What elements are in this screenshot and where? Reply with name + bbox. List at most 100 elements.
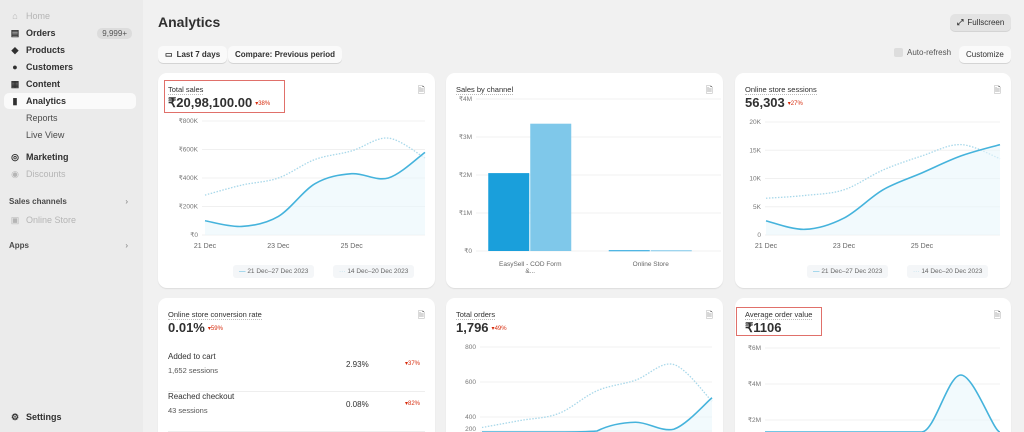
series-line-current [765, 374, 1001, 432]
export-icon[interactable]: 🗎 [993, 85, 1001, 95]
customize-button[interactable]: Customize [959, 46, 1011, 63]
y-tick-label: 800 [465, 344, 476, 351]
y-tick-label: 15K [749, 147, 761, 154]
orders-count-badge: 9,999+ [97, 27, 132, 39]
export-icon[interactable]: 🗎 [993, 310, 1001, 320]
conversion-card: Online store conversion rate 0.01% ▾59% 🗎… [158, 298, 435, 432]
x-tick-label: 25 Dec [911, 243, 934, 250]
sidebar-item-content[interactable]: ▦ Content [10, 78, 60, 90]
bar [650, 250, 692, 252]
sales-channels-header[interactable]: Sales channels › [9, 197, 128, 206]
image-icon: ▦ [10, 78, 20, 89]
sales-by-channel-card: Sales by channel 🗎 ₹0 ₹1M ₹2M ₹3M ₹4M EasySel… [446, 73, 723, 288]
y-tick-label: ₹4M [459, 95, 472, 103]
y-tick-label: ₹800K [179, 117, 199, 125]
x-tick-label: EasySell - COD Form [499, 261, 561, 268]
y-tick-label: 200 [465, 426, 476, 432]
sidebar-item-home[interactable]: ⌂ Home [4, 8, 136, 24]
y-tick-label: 400 [465, 414, 476, 421]
compare-button[interactable]: Compare: Previous period [228, 46, 343, 63]
export-icon[interactable]: 🗎 [705, 310, 713, 320]
y-tick-label: 0 [757, 232, 761, 239]
delta-down: ▾27% [787, 101, 803, 108]
x-tick-label: 23 Dec [267, 243, 290, 250]
legend-previous: ··· 14 Dec–20 Dec 2023 [333, 265, 415, 278]
area-fill [765, 375, 1000, 432]
delta-down: ▾49% [491, 326, 507, 333]
total-sales-card: Total sales ₹20,98,100.00 ▾38% 🗎 ₹0 ₹200K ₹… [158, 73, 435, 288]
series-line-previous [765, 143, 1001, 199]
x-tick-label: 21 Dec [755, 243, 778, 250]
sidebar-item-products[interactable]: ◆ Products [11, 44, 66, 56]
highlight-box [736, 307, 822, 336]
x-tick-label: 25 Dec [341, 243, 364, 250]
sidebar-item-discounts[interactable]: ◉ Discounts [11, 168, 66, 180]
x-tick-label: 21 Dec [194, 243, 217, 250]
y-tick-label: ₹1M [459, 209, 472, 217]
y-tick-label: ₹3M [459, 133, 472, 141]
y-tick-label: 5K [753, 204, 762, 211]
y-tick-label: ₹4M [748, 380, 761, 388]
target-icon: ◎ [11, 151, 19, 162]
calendar-icon: ▭ [165, 50, 173, 59]
home-icon: ⌂ [12, 11, 18, 21]
store-icon: ▣ [10, 214, 20, 225]
page-title: Analytics [158, 14, 221, 30]
bar [488, 173, 530, 251]
sidebar-item-analytics[interactable]: ▮ Analytics [4, 93, 136, 109]
chevron-right-icon: › [125, 197, 128, 206]
sidebar-item-online-store[interactable]: ▣ Online Store [10, 214, 77, 226]
legend-current: — 21 Dec–27 Dec 2023 [807, 265, 889, 278]
total-orders-chart: 200 400 600 800 [465, 344, 713, 432]
area-fill [482, 397, 712, 432]
sessions-chart: 0 5K 10K 15K 20K 21 Dec 23 Dec 25 Dec [749, 119, 1001, 250]
sidebar-item-live-view[interactable]: Live View [26, 130, 65, 140]
series-line-previous [481, 363, 713, 429]
sidebar-item-orders[interactable]: ▤ Orders 9,999+ [4, 25, 136, 41]
export-icon[interactable]: 🗎 [417, 85, 425, 95]
gear-icon: ⚙ [10, 411, 20, 422]
bar [530, 123, 572, 251]
apps-header[interactable]: Apps › [9, 241, 128, 250]
y-tick-label: 10K [749, 176, 761, 183]
highlight-box [164, 80, 285, 113]
funnel-row: Reached checkout 43 sessions 0.08% ▾82% [168, 392, 425, 432]
bar [608, 250, 650, 252]
aov-card: Average order value ₹1106 🗎 ₹2M ₹4M ₹6M [735, 298, 1011, 432]
legend-previous: ··· 14 Dec–20 Dec 2023 [907, 265, 989, 278]
y-tick-label: ₹0 [464, 247, 472, 255]
export-icon[interactable]: 🗎 [705, 85, 713, 95]
person-icon: ● [12, 62, 18, 72]
series-line-current [204, 151, 426, 228]
y-tick-label: ₹200K [179, 203, 199, 211]
sidebar-item-settings[interactable]: ⚙ Settings [10, 411, 62, 423]
sidebar-item-reports[interactable]: Reports [26, 113, 58, 123]
area-fill [205, 152, 425, 235]
fullscreen-button[interactable]: ⤢ Fullscreen [950, 14, 1012, 31]
y-tick-label: ₹2M [459, 171, 472, 179]
delta-down: ▾38% [255, 101, 271, 108]
chevron-right-icon: › [125, 241, 128, 250]
expand-icon: ⤢ [957, 17, 964, 27]
discount-icon: ◉ [11, 168, 19, 179]
legend-current: — 21 Dec–27 Dec 2023 [233, 265, 315, 278]
y-tick-label: ₹0 [190, 231, 198, 239]
export-icon[interactable]: 🗎 [417, 310, 425, 320]
sidebar-item-marketing[interactable]: ◎ Marketing [11, 151, 69, 163]
y-tick-label: ₹2M [748, 416, 761, 424]
y-tick-label: ₹400K [179, 174, 199, 182]
date-range-button[interactable]: ▭ Last 7 days [158, 46, 228, 63]
checkbox[interactable] [894, 48, 903, 57]
x-tick-label: 23 Dec [833, 243, 856, 250]
sessions-card: Online store sessions 56,303 ▾27% 🗎 0 5K 10… [735, 73, 1011, 288]
x-tick-label: Online Store [633, 261, 670, 268]
y-tick-label: ₹600K [179, 146, 199, 154]
inbox-icon: ▤ [10, 27, 20, 38]
y-tick-label: ₹6M [748, 344, 761, 352]
y-tick-label: 20K [749, 119, 761, 126]
bar-chart-icon: ▮ [12, 95, 18, 106]
sidebar-item-customers[interactable]: ● Customers [4, 59, 136, 75]
sales-by-channel-chart: ₹0 ₹1M ₹2M ₹3M ₹4M EasySell - COD Form&... Onl… [459, 95, 721, 275]
auto-refresh-toggle[interactable]: Auto-refresh [894, 48, 951, 57]
delta-down: ▾59% [207, 326, 223, 333]
